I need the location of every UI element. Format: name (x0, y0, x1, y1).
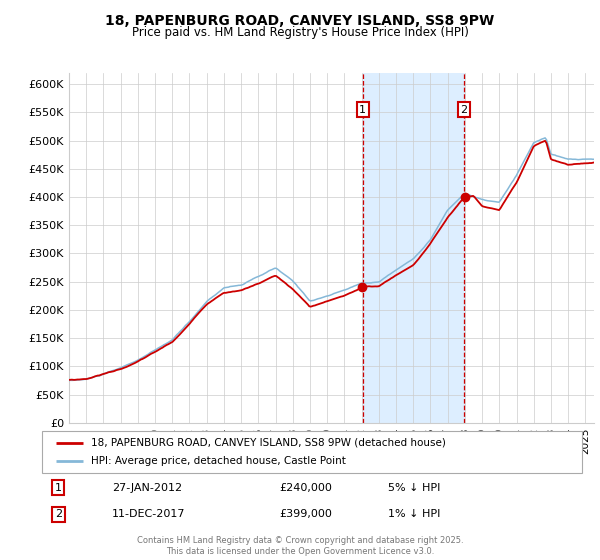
FancyBboxPatch shape (42, 431, 582, 473)
Text: 1% ↓ HPI: 1% ↓ HPI (388, 509, 440, 519)
Text: £240,000: £240,000 (280, 483, 332, 493)
Text: 2: 2 (460, 105, 467, 115)
Text: 2: 2 (55, 509, 62, 519)
Text: 27-JAN-2012: 27-JAN-2012 (112, 483, 182, 493)
Text: HPI: Average price, detached house, Castle Point: HPI: Average price, detached house, Cast… (91, 456, 346, 466)
Text: 5% ↓ HPI: 5% ↓ HPI (388, 483, 440, 493)
Text: Price paid vs. HM Land Registry's House Price Index (HPI): Price paid vs. HM Land Registry's House … (131, 26, 469, 39)
Text: 18, PAPENBURG ROAD, CANVEY ISLAND, SS8 9PW: 18, PAPENBURG ROAD, CANVEY ISLAND, SS8 9… (106, 14, 494, 28)
Text: £399,000: £399,000 (280, 509, 332, 519)
Text: 11-DEC-2017: 11-DEC-2017 (112, 509, 186, 519)
Bar (363, 73, 464, 423)
Text: 1: 1 (359, 105, 367, 115)
Text: 18, PAPENBURG ROAD, CANVEY ISLAND, SS8 9PW (detached house): 18, PAPENBURG ROAD, CANVEY ISLAND, SS8 9… (91, 438, 445, 448)
Text: 1: 1 (55, 483, 62, 493)
Text: Contains HM Land Registry data © Crown copyright and database right 2025.
This d: Contains HM Land Registry data © Crown c… (137, 536, 463, 556)
